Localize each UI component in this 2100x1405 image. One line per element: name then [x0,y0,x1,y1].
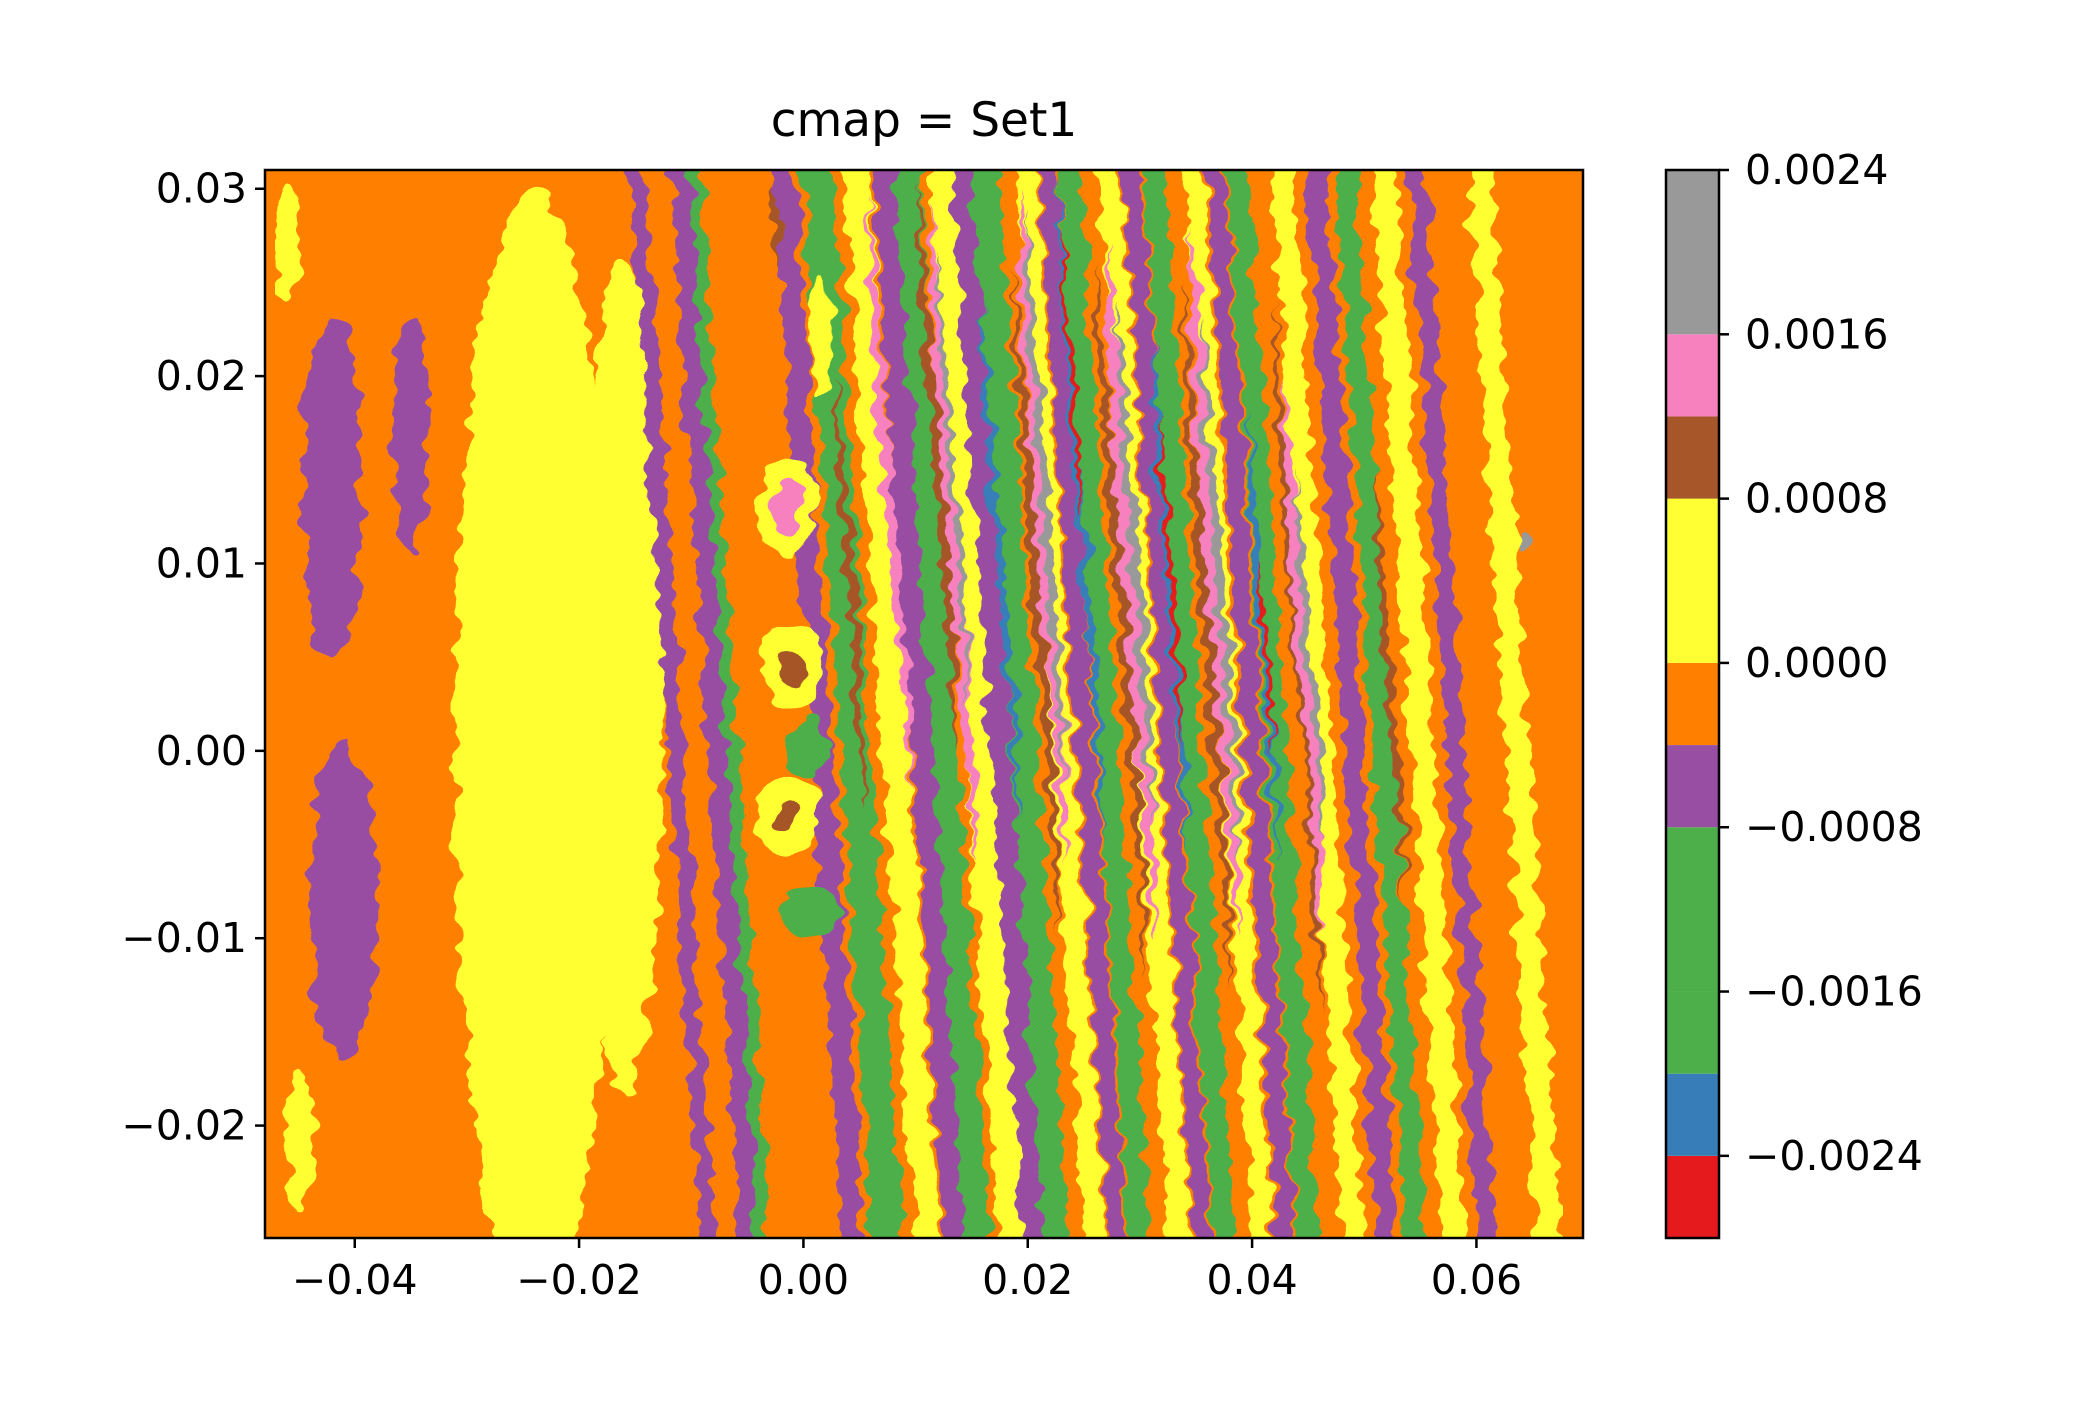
y-tick-label: 0.01 [156,539,247,587]
contour-band [937,244,969,714]
y-tick-label: −0.01 [121,914,247,962]
contour-band [770,479,803,536]
colorbar-band [1666,1155,1719,1238]
contour-band [918,188,958,751]
colorbar-band [1666,170,1719,335]
x-tick-label: −0.02 [516,1256,642,1304]
colorbar-band [1666,827,1719,992]
plot-frame [263,168,1585,1240]
contour-band [1097,263,1146,976]
y-tick-label: 0.02 [156,352,247,400]
x-axis: −0.04 −0.02 0.00 0.02 0.04 0.06 [292,1238,1522,1304]
contour-band [1271,170,1364,1238]
colorbar-tick-label: −0.0016 [1745,968,1923,1016]
colorbar-frame [1664,168,1721,1240]
contour-band [275,184,300,305]
x-tick-label: 0.00 [758,1256,849,1304]
colorbar-band [1666,745,1719,828]
colorbar-bands [1666,170,1719,1238]
contour-band [774,802,799,831]
plot-area [265,170,1583,1238]
colorbar: −0.0024 −0.0016 −0.0008 0.0000 0.0008 0.0016 0… [1664,146,1923,1240]
contour-band [1206,170,1295,1238]
colorbar-band [1666,991,1719,1074]
contour-band [1408,170,1497,1238]
colorbar-band [1666,662,1719,746]
contour-band [802,170,903,1238]
contour-band [454,191,615,1238]
x-tick-label: −0.04 [292,1256,418,1304]
contour-band [1374,469,1405,901]
contour-band [1038,170,1127,1238]
contour-band [872,170,967,1238]
contour-band [771,188,781,264]
contour-band [1024,207,1064,789]
y-tick-label: −0.02 [121,1102,247,1150]
contour-band [1183,282,1231,995]
contour-band [284,1074,313,1215]
contour-band [302,318,363,659]
contour-band [309,740,378,1061]
contour-band [787,722,832,779]
contour-band [779,884,840,937]
contour-band [1116,301,1153,826]
colorbar-tick-label: 0.0016 [1745,310,1888,358]
contour-band [972,170,1069,1238]
contour-band [583,255,664,1096]
contour-band [808,278,833,399]
contour-band [1061,226,1083,527]
contour-band [843,170,940,1238]
x-tick-label: 0.06 [1431,1256,1522,1304]
contour-band [778,646,807,687]
contour-band [1371,170,1466,1238]
contour-band [1283,376,1324,939]
contour-band [1189,226,1240,939]
contour-band [629,170,716,1238]
contour-band [1515,532,1528,557]
contour-band [1467,170,1562,1238]
colorbar-tick-label: 0.0024 [1745,146,1888,194]
contour-band [952,170,1045,1238]
contour-band [1226,170,1320,1238]
contour-band [835,376,866,808]
contour-band [392,312,429,553]
chart-title: cmap = Set1 [771,93,1078,148]
colorbar-tick-label: −0.0024 [1745,1132,1923,1180]
contour-band [687,170,771,1238]
colorbar-tick-label: 0.0008 [1745,475,1888,523]
y-axis: −0.02 −0.01 0.00 0.01 0.02 0.03 [121,165,265,1150]
contour-band [868,188,910,789]
contour-band [894,170,991,1238]
contour-band [1334,170,1425,1238]
contour-band [1106,244,1156,939]
x-tick-label: 0.02 [982,1256,1073,1304]
contour-band [1202,319,1240,864]
contour-band [1142,170,1235,1238]
contour-band [982,301,1018,826]
contour-band [1058,170,1151,1238]
x-tick-label: 0.04 [1206,1256,1297,1304]
contour-band [1296,469,1323,845]
y-tick-label: 0.00 [156,727,247,775]
contour-band [772,170,865,1238]
colorbar-tick-label: −0.0008 [1745,803,1923,851]
contour-band [1259,563,1274,751]
colorbar-band [1666,334,1719,417]
colorbar-ticks: −0.0024 −0.0016 −0.0008 0.0000 0.0008 0.0016 0… [1719,146,1923,1180]
colorbar-band [1666,498,1719,663]
contour-band [1122,170,1211,1238]
y-tick-label: 0.03 [156,165,247,213]
colorbar-band [1666,1073,1719,1156]
colorbar-tick-label: 0.0000 [1745,639,1888,687]
contour-band [1013,263,1060,939]
contour-band [1306,170,1397,1238]
colorbar-band [1666,416,1719,499]
contour-band [1160,413,1184,751]
contour-field [275,170,1562,1238]
